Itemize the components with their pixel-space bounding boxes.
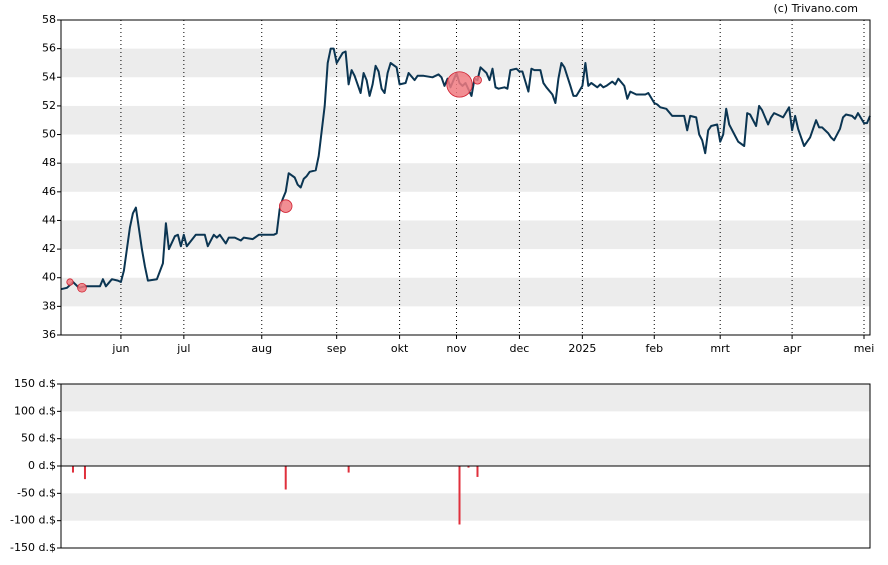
y-tick-label: 58	[42, 13, 56, 26]
source-credit: (c) Trivano.com	[773, 2, 858, 15]
y-tick-label: 100 d.$	[14, 404, 56, 417]
x-tick-label: apr	[783, 342, 802, 355]
x-tick-label: 2025	[568, 342, 596, 355]
bar	[458, 466, 461, 525]
y-tick-label: 44	[42, 213, 56, 226]
grid-band	[61, 438, 870, 466]
grid-band	[61, 493, 870, 521]
y-tick-label: 38	[42, 299, 56, 312]
trade-marker	[473, 75, 482, 85]
y-tick-label: 54	[42, 70, 56, 83]
trade-marker	[446, 71, 473, 98]
trade-marker	[77, 282, 87, 293]
y-tick-label: -100 d.$	[10, 514, 56, 527]
y-tick-label: 52	[42, 99, 56, 112]
x-tick-label: mrt	[710, 342, 730, 355]
y-tick-label: 0 d.$	[28, 459, 56, 472]
y-tick-label: 36	[42, 328, 56, 341]
bar	[476, 466, 479, 477]
y-tick-label: 46	[42, 185, 56, 198]
x-tick-label: jun	[111, 342, 129, 355]
x-tick-label: okt	[391, 342, 409, 355]
x-tick-label: feb	[645, 342, 663, 355]
price-line	[60, 47, 871, 291]
grid-band	[61, 277, 870, 307]
bar	[71, 466, 74, 473]
x-tick-label: dec	[510, 342, 530, 355]
y-tick-label: 40	[42, 271, 56, 284]
y-tick-label: 42	[42, 242, 56, 255]
grid-band	[61, 105, 870, 135]
bar	[83, 466, 86, 480]
y-tick-label: 150 d.$	[14, 377, 56, 390]
bar	[284, 466, 287, 490]
y-tick-label: 56	[42, 42, 56, 55]
x-tick-label: sep	[327, 342, 346, 355]
x-tick-label: nov	[446, 342, 467, 355]
y-tick-label: 48	[42, 156, 56, 169]
plot-frame	[60, 383, 871, 549]
grid-band	[61, 48, 870, 78]
plot-frame	[60, 19, 871, 336]
x-tick-label: mei	[854, 342, 875, 355]
bar	[467, 466, 470, 468]
grid-band	[61, 384, 870, 412]
y-tick-label: 50	[42, 128, 56, 141]
trade-marker	[66, 278, 74, 286]
x-tick-label: jul	[176, 342, 190, 355]
y-tick-label: -150 d.$	[10, 541, 56, 554]
trade-marker	[279, 199, 293, 213]
y-tick-label: 50 d.$	[21, 432, 56, 445]
bar	[347, 466, 350, 473]
grid-band	[61, 220, 870, 250]
grid-band	[61, 163, 870, 192]
x-tick-label: aug	[251, 342, 272, 355]
y-tick-label: -50 d.$	[17, 486, 56, 499]
